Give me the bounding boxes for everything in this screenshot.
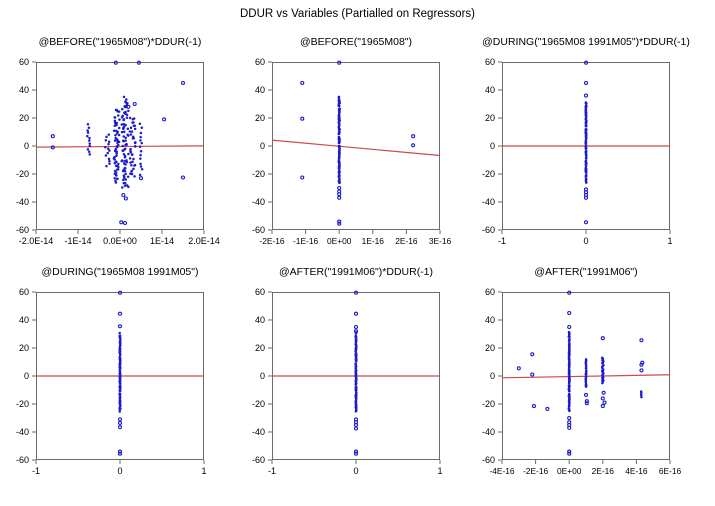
svg-text:40: 40	[255, 315, 265, 325]
scatter-plot: 60 40 20 0 -20 -40 -60-1 0 1	[252, 287, 443, 476]
panel-title: @BEFORE("1965M08")	[299, 36, 413, 48]
svg-text:2.0E-14: 2.0E-14	[188, 236, 220, 246]
svg-text:0E+00: 0E+00	[557, 466, 582, 476]
panel-title: @AFTER("1991M06")	[534, 266, 638, 278]
panel-title: @DURING("1965M08 1991M05")*DDUR(-1)	[482, 36, 690, 48]
svg-text:1: 1	[667, 236, 672, 246]
svg-text:-1E-14: -1E-14	[64, 236, 91, 246]
svg-text:40: 40	[485, 315, 495, 325]
svg-text:60: 60	[255, 287, 265, 297]
scatter-panel-after: @AFTER("1991M06") 60 40 20 0 -20 -40 -60 -4E-16…	[472, 266, 700, 486]
svg-text:-60: -60	[252, 225, 265, 235]
scatter-panel-before: @BEFORE("1965M08") 60 40 20 0 -20 -40 -60 -2E-1…	[242, 36, 470, 256]
chart-title: DDUR vs Variables (Partialled on Regress…	[240, 8, 475, 20]
svg-text:40: 40	[19, 85, 29, 95]
scatter-panel-during: @DURING("1965M08 1991M05") 60 40 20 0 -20 -40…	[6, 266, 234, 486]
svg-text:-20: -20	[16, 169, 29, 179]
svg-text:-40: -40	[482, 427, 495, 437]
scatter-panel-before-ddur: @BEFORE("1965M08")*DDUR(-1) 60 40 20 0 -20 -4…	[6, 36, 234, 256]
svg-text:-40: -40	[252, 427, 265, 437]
svg-text:0E+00: 0E+00	[327, 236, 352, 246]
svg-text:-60: -60	[252, 455, 265, 465]
svg-text:20: 20	[485, 113, 495, 123]
svg-text:0: 0	[117, 466, 122, 476]
scatter-plot: 60 40 20 0 -20 -40 -60-4E-16 -2E-16 0E+00 2E-16 4E…	[482, 287, 682, 476]
svg-text:0: 0	[24, 141, 29, 151]
svg-text:0: 0	[260, 141, 265, 151]
svg-text:0: 0	[353, 466, 358, 476]
scatter-plot: 60 40 20 0 -20 -40 -60-1 0 1	[16, 287, 207, 476]
svg-text:-1: -1	[498, 236, 506, 246]
svg-text:-2.0E-14: -2.0E-14	[19, 236, 54, 246]
svg-text:20: 20	[19, 343, 29, 353]
panel-title: @AFTER("1991M06")*DDUR(-1)	[278, 266, 434, 278]
panel-title: @BEFORE("1965M08")*DDUR(-1)	[38, 36, 202, 48]
svg-text:-40: -40	[16, 427, 29, 437]
svg-text:-4E-16: -4E-16	[489, 466, 514, 476]
svg-text:-2E-16: -2E-16	[523, 466, 548, 476]
svg-text:20: 20	[255, 113, 265, 123]
svg-text:1E-14: 1E-14	[150, 236, 174, 246]
svg-text:60: 60	[485, 287, 495, 297]
svg-text:-20: -20	[482, 169, 495, 179]
scatter-panel-during-ddur: @DURING("1965M08 1991M05")*DDUR(-1) 60 40…	[472, 36, 700, 256]
svg-text:40: 40	[255, 85, 265, 95]
svg-text:0: 0	[490, 371, 495, 381]
svg-text:0: 0	[260, 371, 265, 381]
svg-text:-60: -60	[482, 225, 495, 235]
svg-text:-60: -60	[482, 455, 495, 465]
svg-text:60: 60	[485, 57, 495, 67]
svg-text:-1: -1	[268, 466, 276, 476]
svg-text:20: 20	[255, 343, 265, 353]
svg-text:20: 20	[485, 343, 495, 353]
svg-text:-40: -40	[16, 197, 29, 207]
svg-text:0: 0	[583, 236, 588, 246]
svg-text:-20: -20	[16, 399, 29, 409]
svg-text:-40: -40	[482, 197, 495, 207]
svg-text:60: 60	[19, 287, 29, 297]
svg-text:2E-16: 2E-16	[592, 466, 615, 476]
scatter-panel-after-ddur: @AFTER("1991M06")*DDUR(-1) 60 40 20 0 -20 -40…	[242, 266, 470, 486]
svg-text:-60: -60	[16, 455, 29, 465]
svg-text:-1: -1	[32, 466, 40, 476]
svg-text:1: 1	[437, 466, 442, 476]
svg-text:40: 40	[485, 85, 495, 95]
svg-text:60: 60	[255, 57, 265, 67]
svg-text:-60: -60	[16, 225, 29, 235]
scatter-plot: 60 40 20 0 -20 -40 -60-2E-16 -1E-16 0E+00 1E-16 2E…	[252, 57, 452, 246]
svg-text:60: 60	[19, 57, 29, 67]
svg-text:0: 0	[490, 141, 495, 151]
svg-text:3E-16: 3E-16	[429, 236, 452, 246]
svg-text:-20: -20	[252, 169, 265, 179]
svg-text:0.0E+00: 0.0E+00	[103, 236, 137, 246]
svg-text:-2E-16: -2E-16	[259, 236, 284, 246]
svg-text:6E-16: 6E-16	[659, 466, 682, 476]
scatter-plot: 60 40 20 0 -20 -40 -60-1 0 1	[482, 57, 673, 246]
svg-text:20: 20	[19, 113, 29, 123]
svg-text:-20: -20	[252, 399, 265, 409]
svg-text:1E-16: 1E-16	[362, 236, 385, 246]
panel-title: @DURING("1965M08 1991M05")	[41, 266, 199, 278]
svg-text:4E-16: 4E-16	[625, 466, 648, 476]
svg-text:-20: -20	[482, 399, 495, 409]
svg-text:2E-16: 2E-16	[395, 236, 418, 246]
svg-text:0: 0	[24, 371, 29, 381]
svg-text:40: 40	[19, 315, 29, 325]
svg-text:-1E-16: -1E-16	[293, 236, 318, 246]
svg-text:-40: -40	[252, 197, 265, 207]
scatter-plot: 60 40 20 0 -20 -40 -60-2.0E-14 -1E-14 0.0E+00 1E-…	[16, 57, 220, 246]
svg-text:1: 1	[201, 466, 206, 476]
